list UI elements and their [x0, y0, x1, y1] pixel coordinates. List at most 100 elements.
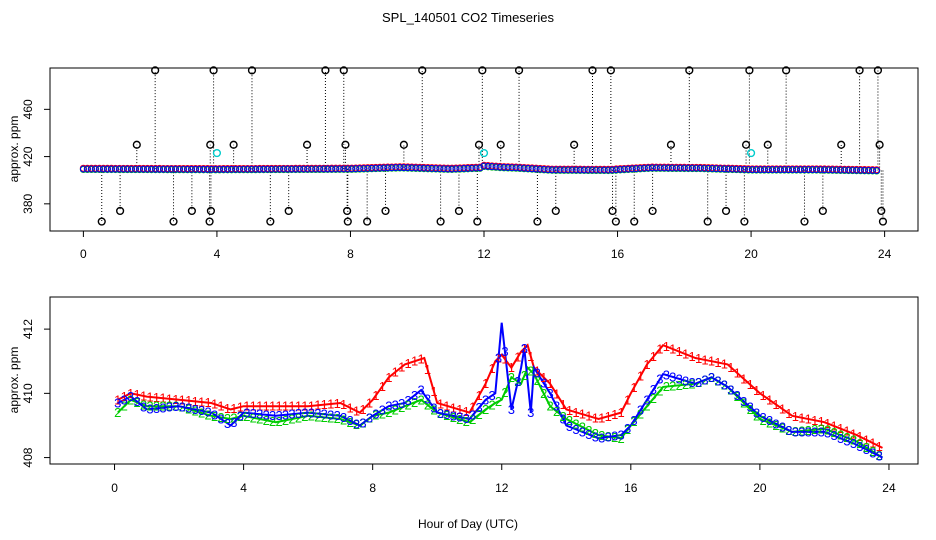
series-marker-1: 1 — [876, 439, 883, 454]
series-marker-2: 2 — [463, 414, 470, 429]
baseline-point-3 — [452, 165, 460, 173]
series-marker-1: 1 — [856, 429, 863, 444]
baseline-point-3 — [252, 165, 260, 173]
series-marker-3: 3 — [366, 411, 373, 426]
baseline-point-3 — [552, 166, 560, 174]
baseline-point-3 — [159, 165, 168, 173]
outlier-point — [855, 66, 864, 75]
baseline-point-3 — [304, 165, 312, 173]
series-marker-1: 1 — [469, 399, 476, 414]
series-marker-2: 2 — [263, 413, 270, 428]
baseline-point-3 — [865, 166, 873, 174]
series-marker-3: 3 — [217, 412, 224, 427]
baseline-point-3 — [316, 165, 324, 173]
series-marker-2: 2 — [869, 444, 876, 459]
baseline-point-3 — [676, 164, 684, 172]
series-marker-1: 1 — [656, 342, 663, 357]
series-marker-2: 2 — [579, 420, 586, 435]
baseline-point-3 — [460, 164, 468, 173]
series-marker-3: 3 — [385, 399, 392, 414]
series-marker-2: 2 — [637, 406, 644, 421]
series-marker-3: 3 — [405, 393, 412, 408]
series-marker-3: 3 — [179, 399, 186, 414]
outlier-point — [721, 206, 731, 216]
outlier-point — [630, 217, 639, 226]
cyan-point — [212, 148, 222, 158]
series-marker-1: 1 — [650, 349, 657, 364]
bottom-x-tick-label: 24 — [882, 481, 896, 495]
series-marker-3: 3 — [379, 403, 386, 418]
bottom-x-tick-label: 16 — [624, 481, 638, 495]
series-marker-1: 1 — [359, 402, 366, 417]
series-marker-3: 3 — [295, 406, 302, 421]
baseline-point-3 — [612, 166, 620, 174]
series-marker-1: 1 — [179, 393, 186, 408]
series-marker-3: 3 — [166, 400, 173, 415]
series-marker-1: 1 — [540, 370, 547, 385]
series-marker-1: 1 — [430, 384, 437, 399]
series-marker-3: 3 — [856, 439, 863, 454]
series-marker-3: 3 — [476, 400, 483, 415]
baseline-point-3 — [532, 165, 540, 173]
baseline-point-3 — [604, 166, 612, 174]
outlier-point — [132, 140, 141, 149]
baseline-point-3 — [296, 165, 304, 173]
series-marker-2: 2 — [656, 383, 663, 398]
series-marker-2: 2 — [340, 413, 347, 428]
baseline-point-3 — [284, 165, 292, 173]
baseline-point-3 — [87, 165, 95, 173]
series-marker-2: 2 — [450, 410, 457, 425]
series-marker-3: 3 — [598, 430, 605, 445]
series-marker-2: 2 — [592, 426, 599, 441]
baseline-point-3 — [716, 165, 724, 173]
baseline-point-3 — [800, 166, 809, 174]
series-marker-1: 1 — [217, 399, 224, 414]
baseline-point-3 — [364, 164, 372, 172]
series-marker-2: 2 — [611, 430, 618, 445]
baseline-point-3 — [556, 166, 564, 174]
series-marker-1: 1 — [366, 395, 373, 410]
baseline-point-3 — [869, 166, 877, 174]
series-marker-2: 2 — [282, 413, 289, 428]
series-marker-3: 3 — [417, 383, 424, 398]
baseline-point-3 — [788, 166, 797, 174]
series-marker-2: 2 — [785, 423, 792, 438]
series-marker-2: 2 — [811, 422, 818, 437]
series-marker-3: 3 — [256, 407, 263, 422]
series-marker-2: 2 — [714, 374, 721, 389]
series-marker-1: 1 — [392, 365, 399, 380]
outlier-point — [302, 140, 312, 149]
series-marker-3: 3 — [792, 424, 799, 439]
series-marker-1: 1 — [456, 402, 463, 417]
baseline-point-3 — [444, 165, 452, 173]
series-marker-1: 1 — [192, 394, 199, 409]
series-marker-2: 2 — [353, 417, 360, 432]
series-marker-1: 1 — [385, 370, 392, 385]
baseline-point-3 — [91, 165, 99, 173]
series-marker-1: 1 — [437, 396, 444, 411]
series-marker-1: 1 — [553, 386, 560, 401]
series-marker-2: 2 — [346, 415, 353, 430]
series-marker-3: 3 — [121, 392, 128, 407]
series-marker-1: 1 — [263, 399, 270, 414]
series-marker-2: 2 — [417, 392, 424, 407]
series-marker-2: 2 — [824, 422, 831, 437]
baseline-point-3 — [640, 164, 648, 172]
baseline-point-3 — [608, 166, 616, 174]
baseline-point-3 — [644, 164, 652, 172]
series-marker-2: 2 — [863, 440, 870, 455]
series-marker-3: 3 — [450, 408, 457, 423]
baseline-point-3 — [332, 165, 340, 173]
series-marker-1: 1 — [121, 389, 128, 404]
series-marker-3: 3 — [359, 416, 366, 431]
series-marker-3: 3 — [437, 406, 444, 421]
baseline-point-3 — [845, 166, 853, 174]
series-marker-2: 2 — [443, 408, 450, 423]
series-marker-1: 1 — [134, 387, 141, 402]
series-marker-2: 2 — [366, 411, 373, 426]
bottom-y-tick-label: 410 — [21, 383, 35, 403]
series-marker-1: 1 — [818, 414, 825, 429]
series-marker-3: 3 — [798, 424, 805, 439]
baseline-point-3 — [244, 165, 252, 173]
